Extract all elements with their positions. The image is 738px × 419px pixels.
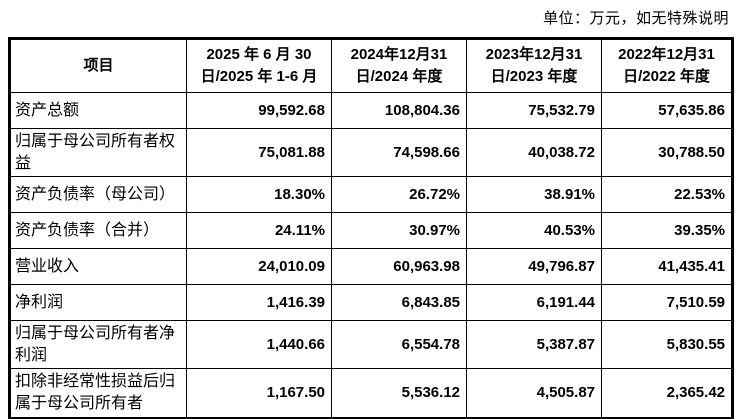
table-row-net-profit-excl-nonrecurring: 扣除非经常性损益后归属于母公司所有者 1,167.50 5,536.12 4,5… [9, 368, 733, 419]
row-label: 净利润 [9, 284, 187, 322]
row-label: 归属于母公司所有者净利润 [9, 320, 187, 370]
cell-value: 49,796.87 [466, 248, 602, 286]
cell-value: 7,510.59 [601, 284, 733, 322]
row-label: 扣除非经常性损益后归属于母公司所有者 [9, 368, 187, 419]
cell-value: 30,788.50 [601, 127, 733, 178]
table-row-parent-net-profit: 归属于母公司所有者净利润 1,440.66 6,554.78 5,387.87 … [9, 320, 733, 370]
table-row-parent-equity: 归属于母公司所有者权益 75,081.88 74,598.66 40,038.7… [9, 127, 733, 178]
cell-value: 39.35% [601, 212, 733, 250]
table-row-debt-ratio-parent: 资产负债率（母公司） 18.30% 26.72% 38.91% 22.53% [9, 176, 733, 214]
header-period-2022: 2022年12月31日/2022 年度 [601, 38, 733, 93]
cell-value: 1,167.50 [186, 368, 332, 419]
cell-value: 24,010.09 [186, 248, 332, 286]
table-row-net-profit: 净利润 1,416.39 6,843.85 6,191.44 7,510.59 [9, 284, 733, 322]
cell-value: 75,081.88 [186, 127, 332, 178]
row-label: 营业收入 [9, 248, 187, 286]
cell-value: 30.97% [331, 212, 467, 250]
cell-value: 60,963.98 [331, 248, 467, 286]
cell-value: 75,532.79 [466, 92, 602, 129]
table-header-row: 项目 2025 年 6 月 30 日/2025 年 1-6 月 2024年12月… [9, 38, 733, 93]
cell-value: 40,038.72 [466, 127, 602, 178]
table-row-operating-revenue: 营业收入 24,010.09 60,963.98 49,796.87 41,43… [9, 248, 733, 286]
table-row-debt-ratio-consolidated: 资产负债率（合并） 24.11% 30.97% 40.53% 39.35% [9, 212, 733, 250]
row-label: 资产负债率（合并） [9, 212, 187, 250]
row-label: 资产总额 [9, 92, 187, 129]
cell-value: 18.30% [186, 176, 332, 214]
row-label: 资产负债率（母公司） [9, 176, 187, 214]
table-row-total-assets: 资产总额 99,592.68 108,804.36 75,532.79 57,6… [9, 92, 733, 129]
cell-value: 40.53% [466, 212, 602, 250]
cell-value: 22.53% [601, 176, 733, 214]
header-item-column: 项目 [9, 38, 187, 93]
cell-value: 24.11% [186, 212, 332, 250]
cell-value: 38.91% [466, 176, 602, 214]
cell-value: 5,830.55 [601, 320, 733, 370]
cell-value: 74,598.66 [331, 127, 467, 178]
cell-value: 41,435.41 [601, 248, 733, 286]
cell-value: 6,843.85 [331, 284, 467, 322]
cell-value: 108,804.36 [331, 92, 467, 129]
cell-value: 26.72% [331, 176, 467, 214]
unit-note: 单位：万元，如无特殊说明 [542, 11, 729, 27]
cell-value: 2,365.42 [601, 368, 733, 419]
cell-value: 5,387.87 [466, 320, 602, 370]
cell-value: 4,505.87 [466, 368, 602, 419]
cell-value: 5,536.12 [331, 368, 467, 419]
cell-value: 1,416.39 [186, 284, 332, 322]
financial-summary-table: 项目 2025 年 6 月 30 日/2025 年 1-6 月 2024年12月… [8, 37, 734, 419]
cell-value: 6,191.44 [466, 284, 602, 322]
header-period-2024: 2024年12月31日/2024 年度 [331, 38, 467, 93]
header-period-2023: 2023年12月31日/2023 年度 [466, 38, 602, 93]
cell-value: 57,635.86 [601, 92, 733, 129]
header-period-2025: 2025 年 6 月 30 日/2025 年 1-6 月 [186, 38, 332, 93]
row-label: 归属于母公司所有者权益 [9, 127, 187, 178]
cell-value: 6,554.78 [331, 320, 467, 370]
cell-value: 1,440.66 [186, 320, 332, 370]
cell-value: 99,592.68 [186, 92, 332, 129]
